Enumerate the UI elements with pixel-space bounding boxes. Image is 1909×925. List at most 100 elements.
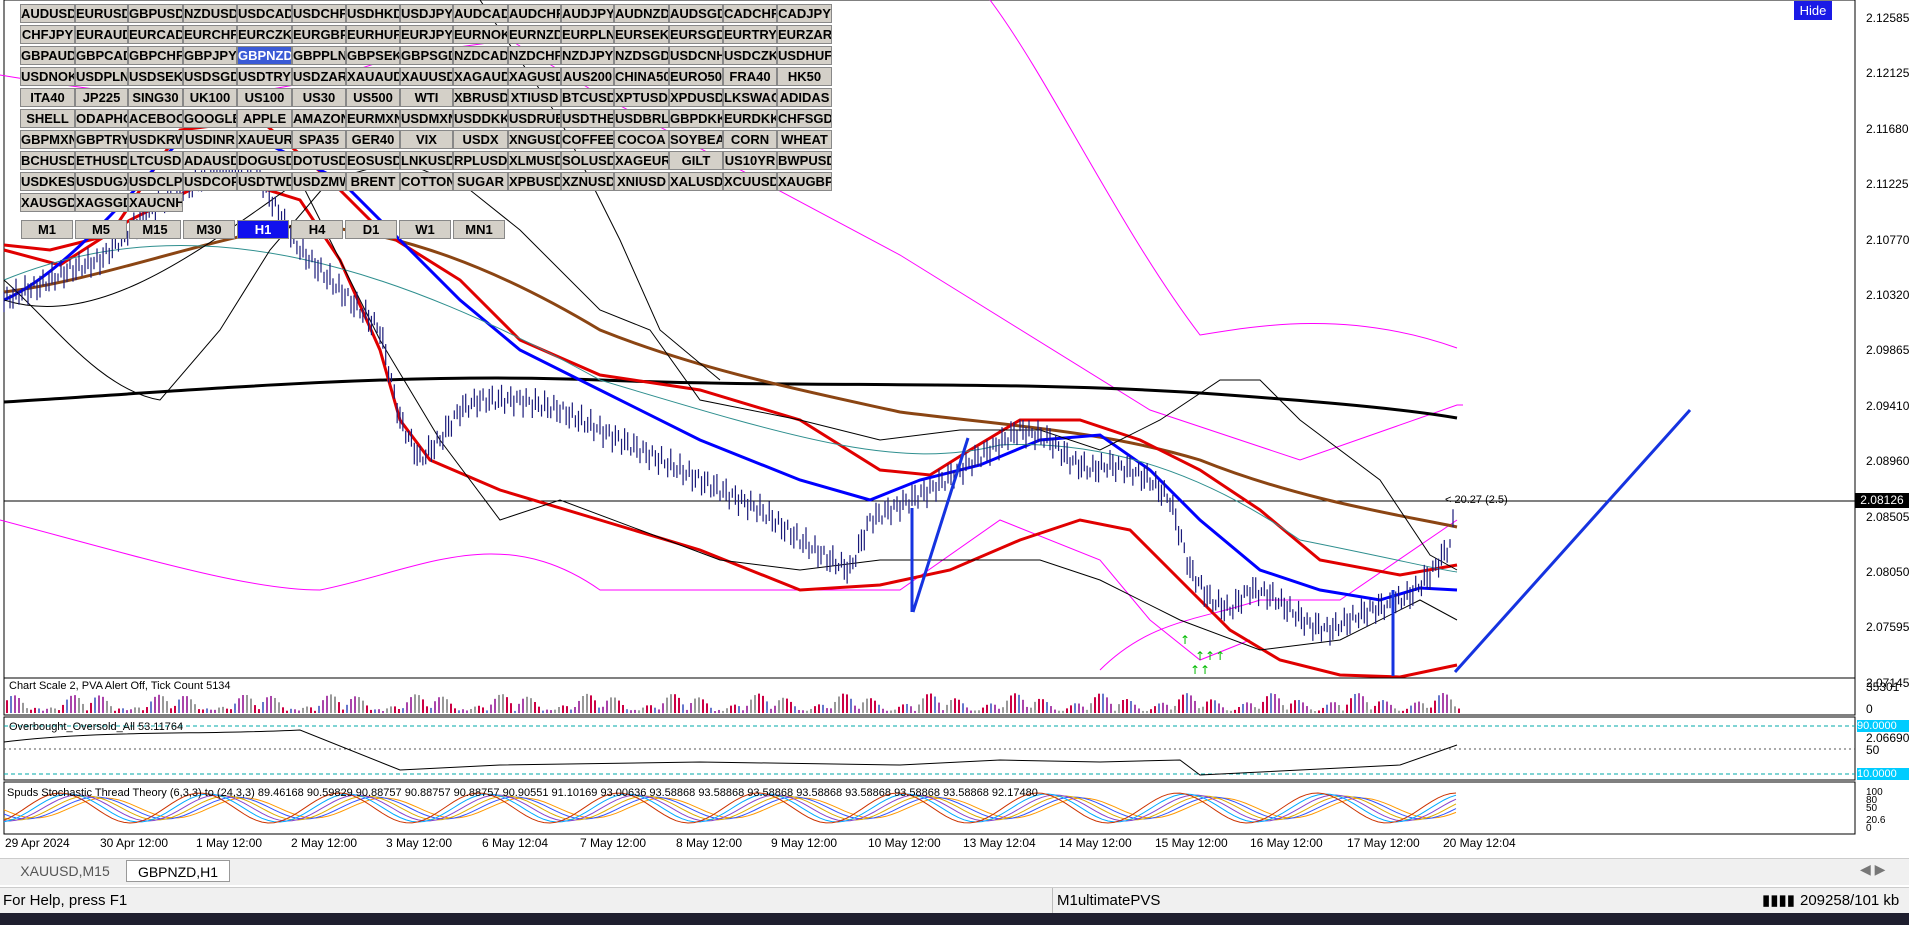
symbol-button-eurzar[interactable]: EURZAR [777,25,832,44]
symbol-button-hk50[interactable]: HK50 [777,67,832,86]
timeframe-button-m15[interactable]: M15 [129,220,181,239]
symbol-button-usdthb[interactable]: USDTHB [561,109,614,128]
symbol-button-odaphon[interactable]: ODAPHON [75,109,128,128]
symbol-button-xznusd[interactable]: XZNUSD [561,172,614,191]
symbol-button-xalusd[interactable]: XALUSD [669,172,723,191]
timeframe-button-m1[interactable]: M1 [21,220,73,239]
symbol-button-usdbrl[interactable]: USDBRL [614,109,669,128]
symbol-button-ltcusd[interactable]: LTCUSD [128,151,183,170]
symbol-button-aus200[interactable]: AUS200 [561,67,614,86]
symbol-button-gbptry[interactable]: GBPTRY [75,130,128,149]
symbol-button-usdkrw[interactable]: USDKRW [128,130,183,149]
symbol-button-xausgd[interactable]: XAUSGD [20,193,75,212]
symbol-button-wheat[interactable]: WHEAT [777,130,832,149]
symbol-button-brent[interactable]: BRENT [346,172,400,191]
symbol-button-usdsgd[interactable]: USDSGD [183,67,237,86]
symbol-button-gilt[interactable]: GILT [669,151,723,170]
symbol-button-eurjpy[interactable]: EURJPY [400,25,453,44]
symbol-button-usdx[interactable]: USDX [453,130,508,149]
symbol-button-usdhkd[interactable]: USDHKD [346,4,400,23]
symbol-button-nzdchf[interactable]: NZDCHF [508,46,561,65]
timeframe-button-m5[interactable]: M5 [75,220,127,239]
tab-gbpnzd-h1[interactable]: GBPNZD,H1 [126,860,230,882]
symbol-button-cadchf[interactable]: CADCHF [723,4,777,23]
symbol-button-gbpsek[interactable]: GBPSEK [346,46,400,65]
symbol-button-jp225[interactable]: JP225 [75,88,128,107]
symbol-button-eurczk[interactable]: EURCZK [237,25,292,44]
symbol-button-coffee[interactable]: COFFEE [561,130,614,149]
symbol-button-usdzar[interactable]: USDZAR [292,67,346,86]
symbol-button-euro50[interactable]: EURO50 [669,67,723,86]
symbol-button-us30[interactable]: US30 [292,88,346,107]
symbol-button-eurpln[interactable]: EURPLN [561,25,614,44]
symbol-button-xcuusd[interactable]: XCUUSD [723,172,777,191]
symbol-button-xagsgd[interactable]: XAGSGD [75,193,128,212]
symbol-button-gbpaud[interactable]: GBPAUD [20,46,75,65]
symbol-button-cadjpy[interactable]: CADJPY [777,4,832,23]
symbol-button-audnzd[interactable]: AUDNZD [614,4,669,23]
symbol-button-lkswago[interactable]: LKSWAGO [723,88,777,107]
symbol-button-eurnok[interactable]: EURNOK [453,25,508,44]
symbol-button-usdhuf[interactable]: USDHUF [777,46,832,65]
symbol-button-eurmxn[interactable]: EURMXN [346,109,400,128]
symbol-button-audusd[interactable]: AUDUSD [20,4,75,23]
symbol-button-usdchf[interactable]: USDCHF [292,4,346,23]
symbol-button-dogusd[interactable]: DOGUSD [237,151,292,170]
symbol-button-uk100[interactable]: UK100 [183,88,237,107]
symbol-button-usddkk[interactable]: USDDKK [453,109,508,128]
symbol-button-eurtry[interactable]: EURTRY [723,25,777,44]
symbol-button-eurcad[interactable]: EURCAD [128,25,183,44]
symbol-button-eursek[interactable]: EURSEK [614,25,669,44]
symbol-button-gbpcad[interactable]: GBPCAD [75,46,128,65]
symbol-button-xtiusd[interactable]: XTIUSD [508,88,561,107]
symbol-button-xauaud[interactable]: XAUAUD [346,67,400,86]
symbol-button-eurusd[interactable]: EURUSD [75,4,128,23]
symbol-button-apple[interactable]: APPLE [237,109,292,128]
symbol-button-xauusd[interactable]: XAUUSD [400,67,453,86]
symbol-button-amazon[interactable]: AMAZON [292,109,346,128]
timeframe-button-m30[interactable]: M30 [183,220,235,239]
symbol-button-eurdkk[interactable]: EURDKK [723,109,777,128]
symbol-button-fra40[interactable]: FRA40 [723,67,777,86]
symbol-button-adausd[interactable]: ADAUSD [183,151,237,170]
symbol-button-soybeans[interactable]: SOYBEANS [669,130,723,149]
timeframe-button-w1[interactable]: W1 [399,220,451,239]
symbol-button-eurgbp[interactable]: EURGBP [292,25,346,44]
symbol-button-usdzmw[interactable]: USDZMW [292,172,346,191]
symbol-button-usdjpy[interactable]: USDJPY [400,4,453,23]
symbol-button-usdtwd[interactable]: USDTWD [237,172,292,191]
symbol-button-eurhuf[interactable]: EURHUF [346,25,400,44]
symbol-button-cotton[interactable]: COTTON [400,172,453,191]
symbol-button-google[interactable]: GOOGLE [183,109,237,128]
symbol-button-usdcop[interactable]: USDCOP [183,172,237,191]
symbol-button-us100[interactable]: US100 [237,88,292,107]
symbol-button-xpdusd[interactable]: XPDUSD [669,88,723,107]
symbol-button-usdkes[interactable]: USDKES [20,172,75,191]
symbol-button-spa35[interactable]: SPA35 [292,130,346,149]
symbol-button-usdtry[interactable]: USDTRY [237,67,292,86]
symbol-button-gbpnzd[interactable]: GBPNZD [237,46,292,65]
symbol-button-xagaud[interactable]: XAGAUD [453,67,508,86]
symbol-button-btcusd[interactable]: BTCUSD [561,88,614,107]
symbol-button-eosusd[interactable]: EOSUSD [346,151,400,170]
symbol-button-shell[interactable]: SHELL [20,109,75,128]
symbol-button-gbpmxn[interactable]: GBPMXN [20,130,75,149]
symbol-button-nzdcad[interactable]: NZDCAD [453,46,508,65]
symbol-button-acebook[interactable]: ACEBOOK [128,109,183,128]
symbol-button-xaueur[interactable]: XAUEUR [237,130,292,149]
symbol-button-ger40[interactable]: GER40 [346,130,400,149]
symbol-button-xaugbp[interactable]: XAUGBP [777,172,832,191]
tab-scroll-arrows[interactable]: ◀ ▶ [1860,861,1886,877]
symbol-button-vix[interactable]: VIX [400,130,453,149]
symbol-button-xngusd[interactable]: XNGUSD [508,130,561,149]
symbol-button-rplusd[interactable]: RPLUSD [453,151,508,170]
symbol-button-bwpusd[interactable]: BWPUSD [777,151,832,170]
symbol-button-chfjpy[interactable]: CHFJPY [20,25,75,44]
symbol-button-audsgd[interactable]: AUDSGD [669,4,723,23]
symbol-button-gbpsgd[interactable]: GBPSGD [400,46,453,65]
symbol-button-eurchf[interactable]: EURCHF [183,25,237,44]
symbol-button-xaucnh[interactable]: XAUCNH [128,193,183,212]
symbol-button-dotusd[interactable]: DOTUSD [292,151,346,170]
symbol-button-usdmxn[interactable]: USDMXN [400,109,453,128]
